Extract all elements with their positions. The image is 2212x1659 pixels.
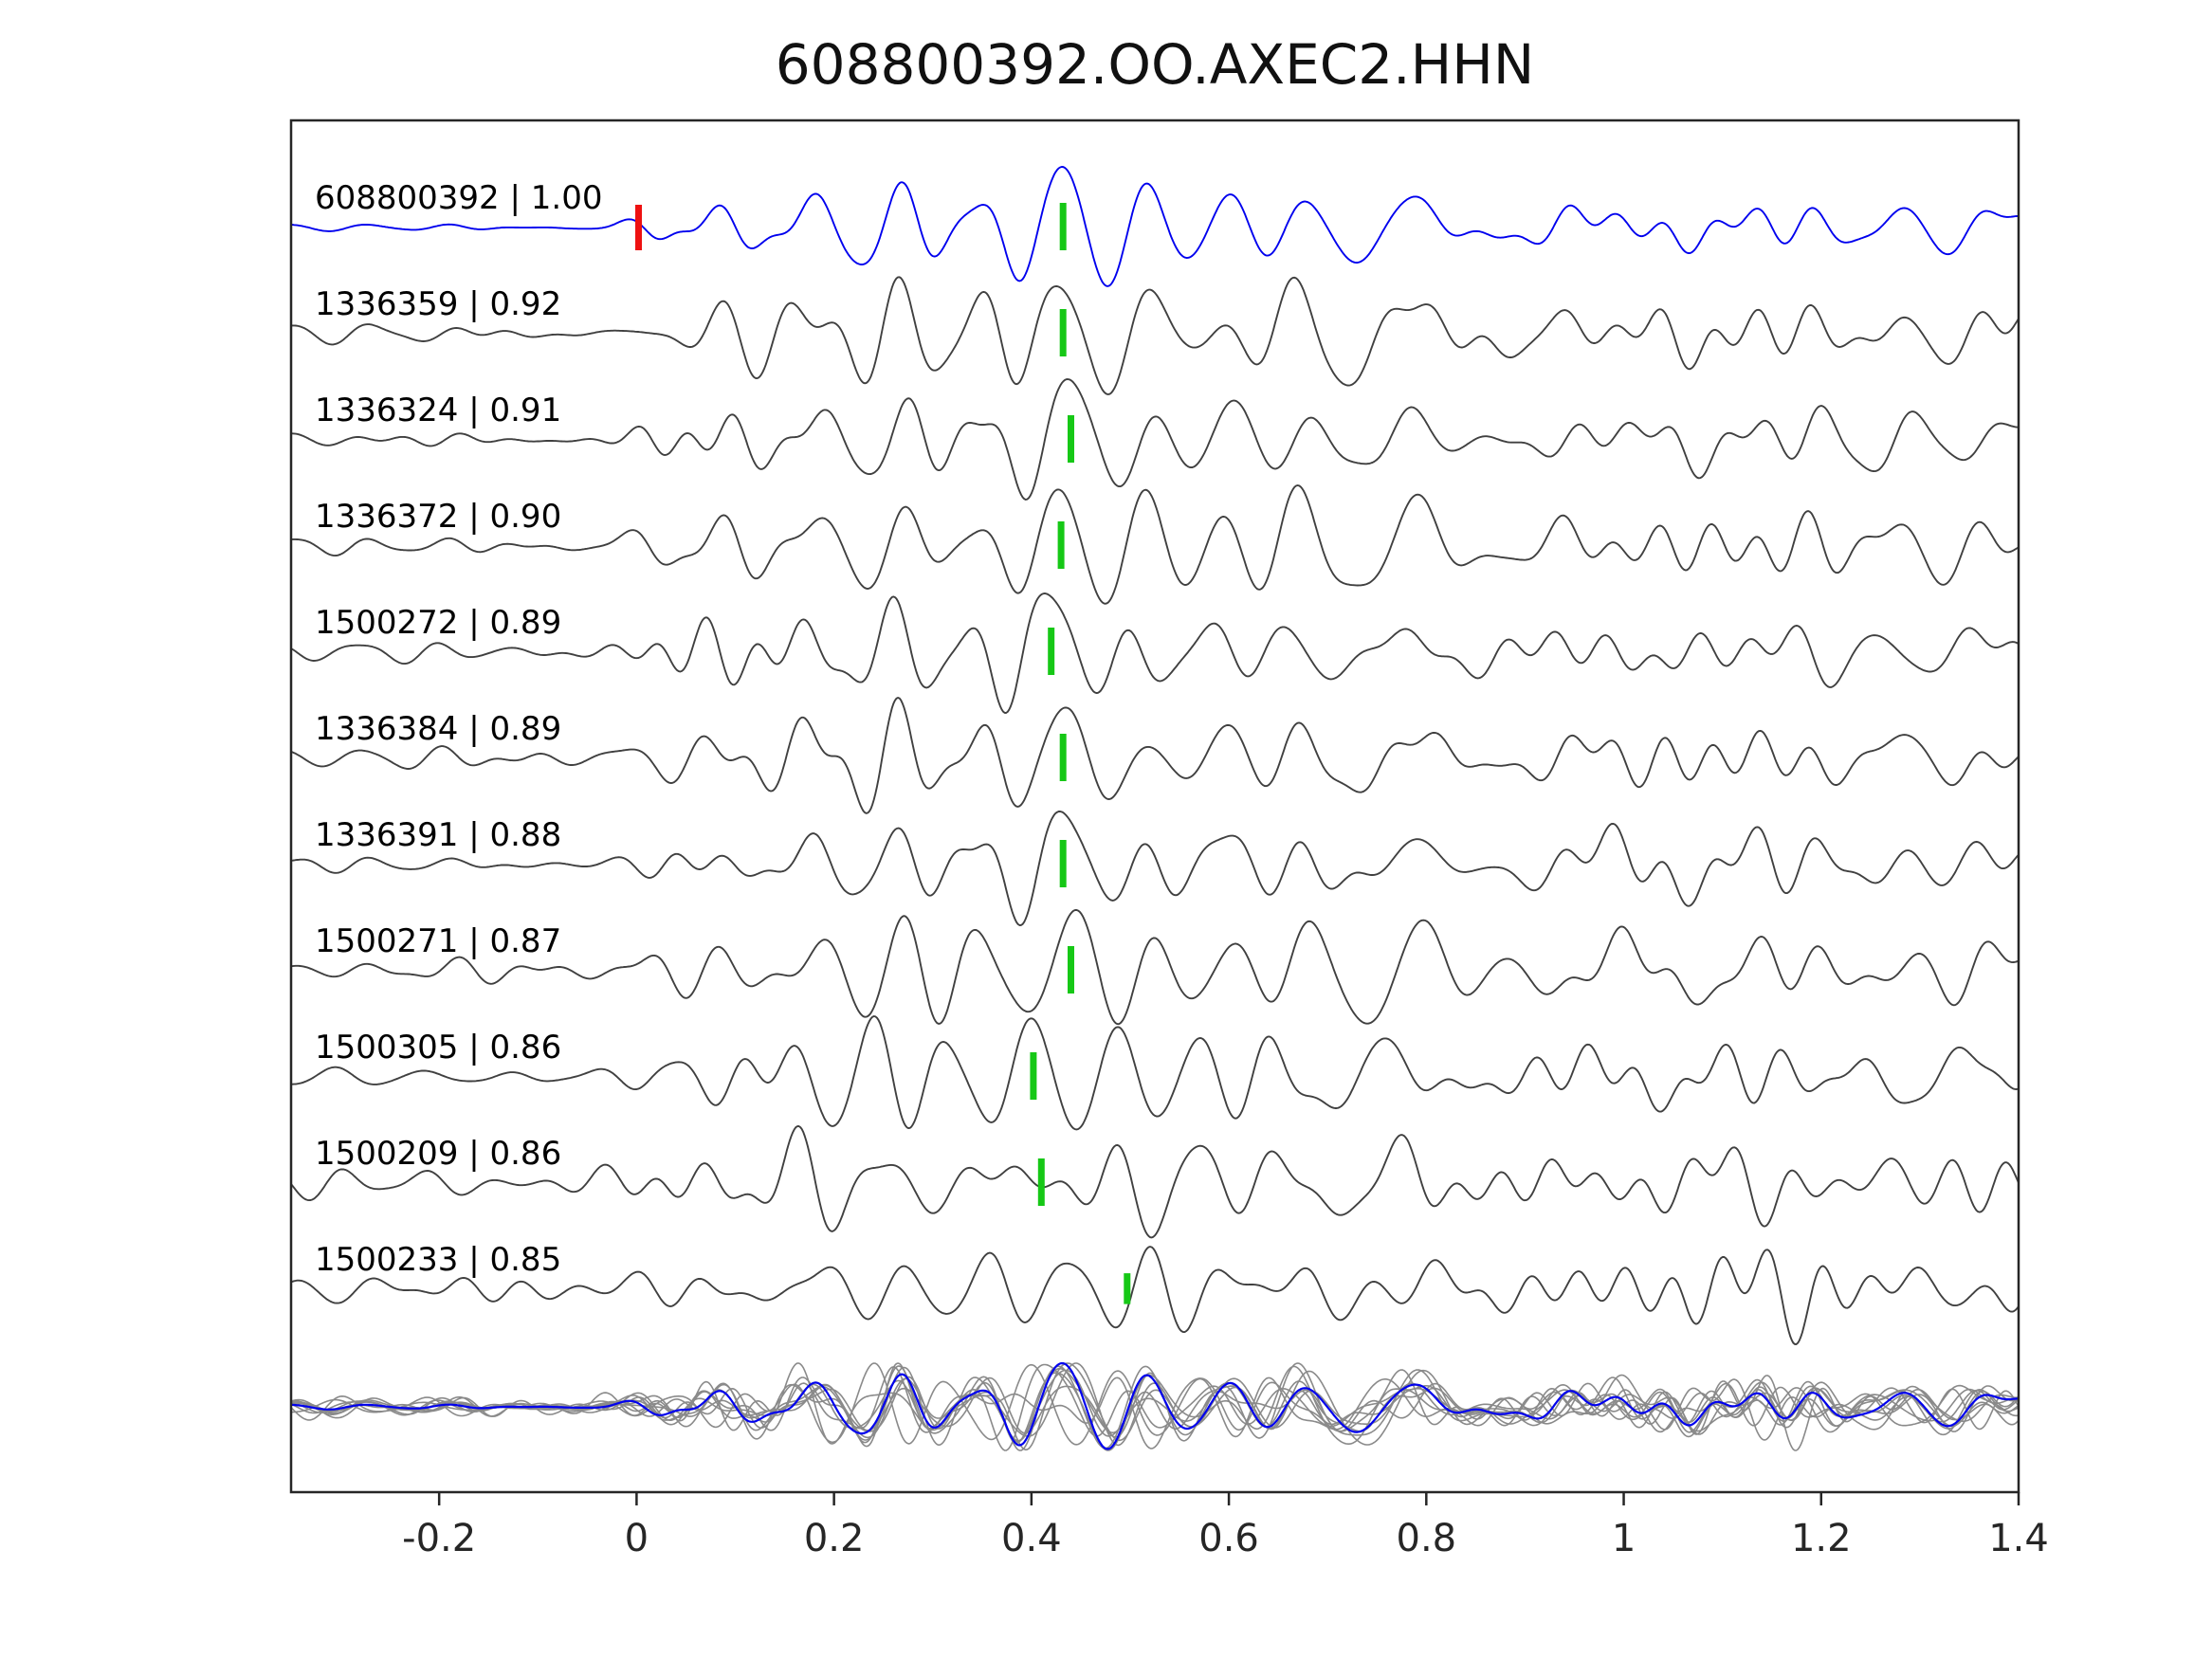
pick-marker-green <box>1068 415 1074 463</box>
template-trace <box>291 166 2019 287</box>
trace-label: 1336384 | 0.89 <box>315 710 561 748</box>
trace-label: 608800392 | 1.00 <box>315 179 602 217</box>
match-trace <box>291 909 2019 1026</box>
x-axis-tick-label: 0.6 <box>1198 1517 1259 1560</box>
match-trace <box>291 378 2019 501</box>
pick-markers <box>635 203 1131 1304</box>
x-axis-tick-label: 1 <box>1612 1517 1636 1560</box>
match-trace <box>291 1246 2019 1345</box>
x-axis-tick-label: 0.8 <box>1397 1517 1457 1560</box>
pick-marker-green <box>1068 946 1074 994</box>
x-axis-tick-label: 0 <box>625 1517 649 1560</box>
pick-marker-green <box>1059 203 1067 250</box>
plot-title: 608800392.OO.AXEC2.HHN <box>776 32 1534 97</box>
match-trace <box>291 484 2019 605</box>
trace-label: 1500272 | 0.89 <box>315 604 561 642</box>
match-trace <box>291 592 2019 714</box>
trace-label: 1500305 | 0.86 <box>315 1029 561 1066</box>
trace-label: 1500209 | 0.86 <box>315 1135 561 1173</box>
trace-label: 1336391 | 0.88 <box>315 816 561 854</box>
pick-marker-green <box>1124 1273 1131 1304</box>
match-trace <box>291 1125 2019 1239</box>
plot-frame <box>289 118 2020 1494</box>
match-trace <box>291 811 2019 926</box>
x-axis-tick-label: 1.2 <box>1791 1517 1852 1560</box>
overlay-trace <box>291 1372 2019 1451</box>
match-trace <box>291 276 2019 395</box>
x-axis-tick-label: -0.2 <box>402 1517 476 1560</box>
x-axis-tick-label: 0.2 <box>804 1517 865 1560</box>
overlay-trace <box>291 1365 2019 1451</box>
pick-marker-green <box>1059 309 1067 356</box>
pick-marker-red <box>635 205 642 250</box>
waveforms-layer <box>291 166 2019 1451</box>
overlay-template-trace <box>291 1361 2019 1450</box>
trace-label: 1336324 | 0.91 <box>315 392 561 429</box>
x-axis: -0.2 0 0.2 0.4 0.6 0.8 1 1.2 1.4 <box>402 1492 2049 1560</box>
pick-marker-green <box>1030 1052 1037 1100</box>
pick-marker-green <box>1037 1158 1045 1206</box>
pick-marker-green <box>1059 734 1067 781</box>
pick-marker-green <box>1059 840 1067 887</box>
match-trace <box>291 1015 2019 1131</box>
pick-marker-green <box>1057 521 1065 569</box>
overlay-trace <box>291 1362 2019 1446</box>
overlay-trace <box>291 1362 2019 1449</box>
trace-labels: 608800392 | 1.00 1336359 | 0.92 1336324 | … <box>315 179 602 1279</box>
trace-label: 1500271 | 0.87 <box>315 922 561 960</box>
x-axis-tick-label: 0.4 <box>1001 1517 1062 1560</box>
trace-label: 1500233 | 0.85 <box>315 1241 561 1279</box>
match-trace <box>291 697 2019 814</box>
x-axis-tick-label: 1.4 <box>1988 1517 2049 1560</box>
trace-label: 1336359 | 0.92 <box>315 285 561 323</box>
trace-label: 1336372 | 0.90 <box>315 498 561 536</box>
pick-marker-green <box>1048 628 1055 675</box>
